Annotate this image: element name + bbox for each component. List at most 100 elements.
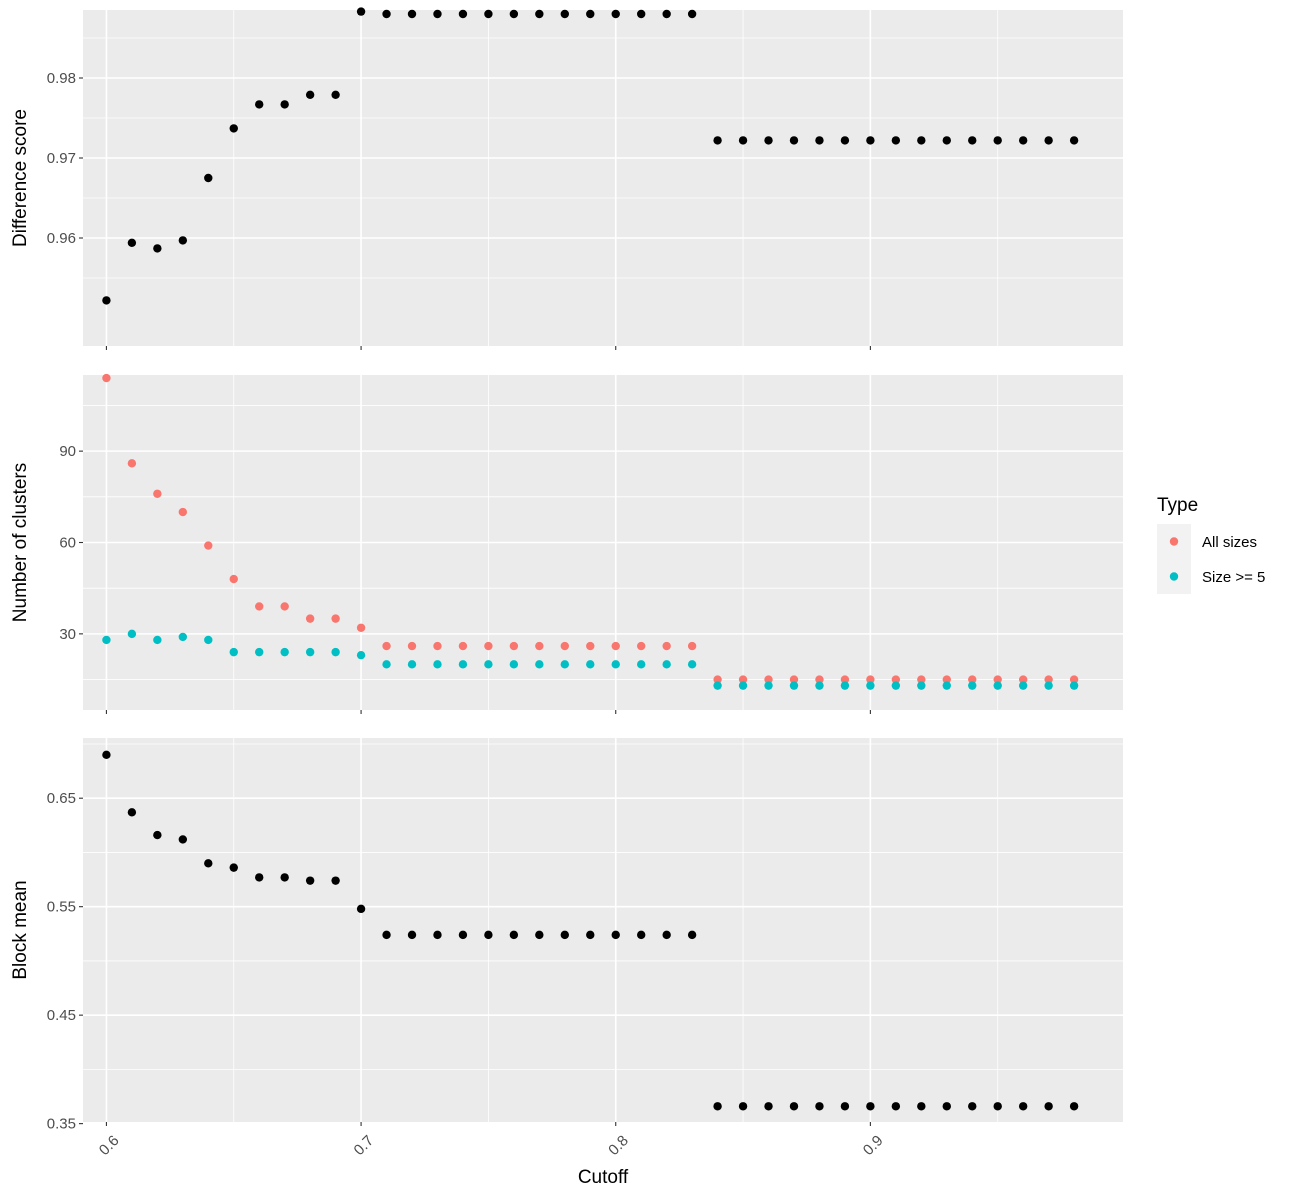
panels: 0.96 0.97 0.98 Difference score 30 60 90 Number… [10, 7, 1123, 1188]
data-point [127, 459, 137, 468]
data-point [917, 681, 926, 690]
legend-title: Type [1157, 495, 1198, 516]
data-point [331, 876, 340, 885]
data-point [1069, 681, 1079, 690]
data-point [509, 660, 519, 669]
data-point [382, 660, 391, 669]
data-point [586, 930, 595, 940]
data-point [331, 647, 340, 657]
data-point [382, 641, 391, 651]
data-point [127, 629, 137, 639]
data-point [535, 660, 544, 669]
data-point [280, 647, 289, 657]
data-point [764, 681, 773, 690]
data-point [560, 9, 570, 19]
data-point [458, 930, 468, 940]
data-point [866, 675, 875, 684]
legend-item: All sizes [1157, 524, 1257, 559]
data-point [204, 635, 213, 645]
data-point [840, 681, 850, 690]
data-point [993, 1102, 1002, 1111]
data-point [204, 859, 213, 868]
data-point [484, 641, 493, 651]
series-1 [102, 750, 1079, 1111]
data-point [687, 641, 697, 651]
data-point [433, 641, 442, 651]
data-point [484, 660, 493, 669]
data-point [1069, 1102, 1079, 1111]
x-tick-label: 0.8 [605, 1132, 632, 1159]
data-point [229, 647, 238, 657]
data-point [229, 863, 238, 872]
data-point [1044, 1102, 1053, 1111]
data-point [968, 681, 977, 690]
data-point [305, 614, 315, 623]
data-point [535, 930, 544, 940]
y-tick-label: 0.97 [47, 150, 76, 167]
data-point [280, 873, 289, 882]
data-point [1018, 1102, 1028, 1111]
data-point [1069, 136, 1079, 145]
data-point [713, 136, 722, 145]
data-point [178, 835, 188, 844]
data-point [636, 660, 646, 669]
y-tick-label: 30 [59, 626, 76, 643]
data-point [942, 136, 951, 145]
data-point [356, 650, 366, 660]
data-point [815, 675, 824, 684]
data-point [586, 9, 595, 19]
data-point [382, 930, 391, 940]
data-point [611, 9, 620, 19]
data-point [153, 489, 162, 498]
panel-3: 0.35 0.45 0.55 0.65 Block mean 0.6 0.7 0.8 0.9 Cu… [10, 738, 1123, 1188]
data-point [560, 660, 570, 669]
data-point [1044, 681, 1053, 690]
data-point [636, 930, 646, 940]
data-point [204, 173, 213, 183]
data-point [407, 9, 417, 19]
data-point [305, 90, 315, 100]
x-tick-label: 0.9 [860, 1132, 887, 1159]
data-point [968, 1102, 977, 1111]
data-point [1044, 675, 1053, 684]
data-point [789, 675, 799, 684]
data-point [407, 641, 417, 651]
data-point [433, 930, 442, 940]
data-point [356, 623, 366, 632]
y-tick-label: 90 [59, 443, 76, 460]
data-point [509, 641, 519, 651]
data-point [127, 808, 137, 817]
data-point [229, 124, 238, 133]
data-point [178, 507, 188, 517]
legend-label: All sizes [1202, 534, 1257, 551]
legend-swatch [1169, 572, 1179, 581]
y-tick-label: 0.65 [47, 790, 76, 807]
data-point [891, 681, 901, 690]
legend-item: Size >= 5 [1157, 559, 1265, 594]
data-point [204, 541, 213, 550]
panel-2: 30 60 90 Number of clusters [10, 373, 1123, 714]
data-point [840, 1102, 850, 1111]
series-2 [102, 629, 1079, 690]
data-point [1044, 136, 1053, 145]
y-tick-label: 0.35 [47, 1116, 76, 1133]
data-point [331, 90, 340, 100]
data-point [764, 1102, 773, 1111]
data-point [127, 238, 137, 247]
data-point [586, 660, 595, 669]
data-point [382, 9, 391, 19]
data-point [687, 9, 697, 19]
data-point [713, 681, 722, 690]
data-point [662, 660, 671, 669]
panel-background [83, 10, 1123, 346]
x-tick-label: 0.6 [96, 1132, 123, 1159]
data-point [891, 675, 901, 684]
data-point [178, 236, 188, 245]
data-point [917, 1102, 926, 1111]
data-point [509, 930, 519, 940]
y-tick-label: 0.96 [47, 230, 76, 247]
y-tick-label: 0.98 [47, 70, 76, 87]
data-point [280, 100, 289, 109]
data-point [866, 1102, 875, 1111]
data-point [153, 244, 162, 253]
